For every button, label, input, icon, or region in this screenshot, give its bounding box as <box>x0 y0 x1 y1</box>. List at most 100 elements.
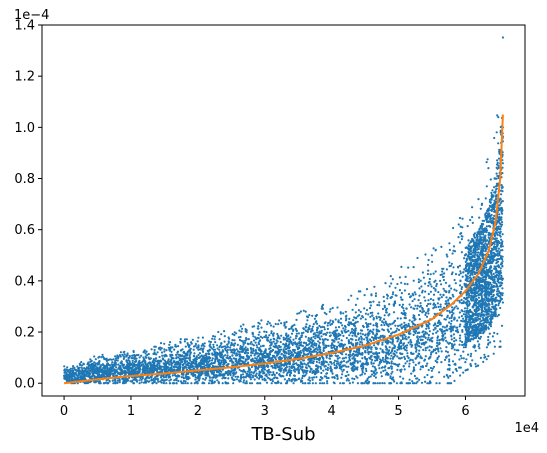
scatter-point <box>234 375 237 378</box>
scatter-point <box>379 316 382 319</box>
scatter-point <box>465 358 468 361</box>
scatter-point <box>330 354 333 357</box>
scatter-point <box>446 375 449 378</box>
scatter-point <box>304 310 307 313</box>
scatter-point <box>414 293 417 296</box>
scatter-point <box>452 226 455 230</box>
scatter-point <box>390 282 393 285</box>
scatter-point <box>81 370 84 373</box>
scatter-point <box>280 382 283 385</box>
scatter-point <box>421 308 424 311</box>
scatter-point <box>446 314 449 317</box>
scatter-point <box>452 266 455 269</box>
scatter-point <box>327 363 330 366</box>
scatter-point <box>457 349 460 352</box>
scatter-point <box>432 328 435 331</box>
scatter-point <box>279 348 283 351</box>
scatter-point <box>335 346 339 349</box>
scatter-point <box>185 372 189 375</box>
scatter-point <box>446 382 449 385</box>
scatter-point <box>130 366 133 369</box>
scatter-point <box>247 361 250 364</box>
scatter-point <box>212 343 215 346</box>
scatter-point <box>315 350 318 353</box>
scatter-point <box>338 356 341 359</box>
scatter-point <box>356 315 359 318</box>
scatter-point <box>422 341 425 344</box>
scatter-point <box>98 362 101 365</box>
scatter-point <box>120 371 123 374</box>
scatter-point <box>252 349 255 352</box>
scatter-point <box>121 378 124 381</box>
scatter-point <box>416 304 419 307</box>
scatter-point <box>285 365 288 369</box>
scatter-point <box>400 356 403 359</box>
scatter-point <box>352 369 355 373</box>
scatter-point <box>466 225 469 228</box>
scatter-point <box>258 331 261 334</box>
scatter-point <box>238 338 241 342</box>
scatter-point <box>438 382 441 385</box>
scatter-point <box>236 343 239 346</box>
scatter-point <box>331 346 334 349</box>
scatter-point <box>499 340 502 343</box>
scatter-point <box>399 317 402 320</box>
scatter-point <box>268 322 271 325</box>
scatter-point <box>421 366 424 369</box>
scatter-point <box>326 382 329 385</box>
scatter-point <box>268 334 271 337</box>
scatter-point <box>269 350 272 353</box>
scatter-point <box>419 338 422 341</box>
scatter-point <box>460 315 463 318</box>
scatter-point <box>355 335 358 338</box>
scatter-point <box>245 382 248 385</box>
scatter-point <box>138 379 141 382</box>
scatter-point <box>179 349 182 352</box>
scatter-point <box>259 371 262 374</box>
scatter-point <box>315 360 318 363</box>
scatter-point <box>347 298 350 301</box>
scatter-point <box>265 381 269 384</box>
scatter-point <box>106 362 109 365</box>
scatter-point <box>76 374 79 377</box>
scatter-point <box>297 351 300 354</box>
scatter-point <box>212 353 216 356</box>
scatter-point <box>396 327 399 330</box>
scatter-point <box>361 333 364 336</box>
scatter-point <box>459 279 462 282</box>
scatter-point <box>239 362 242 366</box>
scatter-point <box>325 356 328 359</box>
scatter-point <box>271 378 274 381</box>
scatter-point <box>263 356 266 359</box>
scatter-point <box>242 381 245 384</box>
scatter-point <box>271 373 274 377</box>
scatter-point <box>313 332 316 335</box>
scatter-point <box>403 282 406 285</box>
scatter-point <box>460 286 464 289</box>
scatter-point <box>424 311 428 314</box>
scatter-point <box>442 294 445 297</box>
scatter-point <box>185 363 188 366</box>
scatter-point <box>278 319 281 322</box>
scatter-point <box>177 379 180 383</box>
scatter-point <box>448 285 451 288</box>
scatter-point <box>429 366 432 370</box>
scatter-point <box>424 332 427 335</box>
scatter-point <box>416 354 419 357</box>
scatter-point <box>416 307 419 310</box>
scatter-point <box>149 357 152 360</box>
scatter-point <box>290 332 294 335</box>
scatter-point <box>259 335 262 338</box>
scatter-point <box>412 333 415 336</box>
scatter-point <box>368 356 371 359</box>
scatter-point <box>354 327 357 330</box>
scatter-point <box>168 376 171 379</box>
scatter-point <box>429 283 432 286</box>
scatter-point <box>90 359 93 362</box>
scatter-point <box>367 331 370 334</box>
scatter-point <box>80 361 83 364</box>
scatter-point <box>140 378 143 381</box>
scatter-point <box>125 367 128 370</box>
scatter-point <box>382 360 386 363</box>
scatter-point <box>314 337 317 340</box>
